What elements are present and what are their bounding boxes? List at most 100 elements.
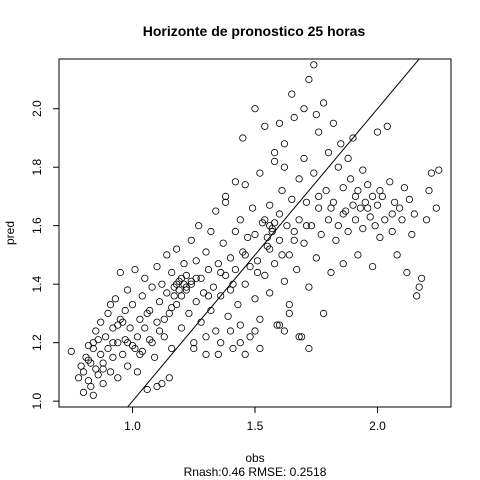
data-point — [275, 119, 284, 127]
data-point — [226, 327, 235, 335]
data-point — [109, 339, 117, 347]
data-point — [146, 336, 154, 344]
data-point — [270, 260, 279, 268]
data-point — [349, 201, 357, 209]
data-point — [413, 292, 421, 300]
data-point — [231, 227, 239, 236]
data-point — [266, 245, 274, 253]
data-point — [256, 344, 264, 353]
data-point — [278, 187, 286, 195]
data-point — [295, 216, 303, 224]
data-point — [241, 350, 249, 358]
data-point — [312, 254, 320, 262]
data-point — [163, 251, 171, 259]
data-point — [268, 227, 276, 236]
data-point — [256, 169, 264, 177]
data-point — [190, 339, 198, 347]
data-point — [415, 283, 423, 291]
data-point — [295, 175, 303, 183]
data-point — [310, 169, 318, 177]
data-point — [192, 257, 200, 265]
data-point — [280, 140, 288, 148]
data-point — [390, 198, 399, 206]
data-point — [288, 195, 296, 203]
data-point — [246, 262, 254, 271]
data-point — [182, 271, 190, 279]
data-point — [168, 268, 176, 277]
data-point — [121, 306, 129, 315]
data-point — [97, 350, 105, 358]
data-point — [160, 333, 168, 341]
data-point — [114, 321, 122, 329]
data-point — [339, 210, 347, 218]
data-point — [270, 149, 279, 157]
data-point — [204, 292, 213, 300]
data-point — [359, 166, 367, 174]
data-point — [138, 292, 146, 300]
data-point — [197, 274, 205, 282]
data-point — [425, 187, 433, 195]
data-point — [212, 207, 220, 215]
data-point — [190, 344, 198, 353]
data-point — [104, 309, 112, 317]
data-point — [106, 300, 115, 309]
data-point — [175, 286, 183, 294]
data-point — [435, 166, 443, 174]
data-point — [111, 295, 120, 303]
data-point — [319, 99, 328, 107]
data-point — [290, 227, 298, 236]
data-point — [339, 260, 347, 268]
data-point — [116, 268, 124, 277]
data-point — [204, 265, 213, 274]
data-point — [251, 295, 259, 303]
data-point — [173, 245, 181, 253]
data-point — [222, 271, 230, 279]
data-point — [99, 365, 107, 373]
data-point — [114, 339, 122, 347]
x-tick-label: 1.5 — [247, 419, 264, 433]
data-point — [99, 379, 107, 388]
data-point — [160, 315, 168, 323]
data-point — [300, 239, 308, 247]
data-point — [226, 286, 235, 294]
data-point — [187, 236, 195, 244]
data-point — [143, 309, 151, 317]
data-point — [324, 149, 333, 157]
y-tick-label: 1.8 — [30, 159, 44, 176]
data-point — [143, 385, 151, 394]
data-point — [224, 312, 232, 320]
data-point — [334, 163, 342, 171]
data-point — [141, 324, 149, 332]
data-point — [381, 216, 389, 224]
data-point — [253, 257, 262, 265]
data-point — [346, 175, 355, 183]
data-point — [359, 225, 367, 233]
data-point — [339, 184, 347, 192]
data-point — [67, 347, 75, 355]
data-point — [119, 350, 127, 358]
y-axis: 1.0 1.2 1.4 1.6 1.8 2.0 — [30, 100, 60, 409]
data-point — [393, 251, 401, 259]
data-point — [351, 192, 360, 200]
data-point — [378, 192, 386, 200]
data-point — [131, 344, 139, 353]
data-point — [155, 327, 164, 335]
data-point — [84, 356, 93, 364]
data-point — [133, 368, 141, 376]
data-point — [251, 327, 259, 335]
data-point — [79, 368, 88, 376]
data-point — [270, 219, 279, 227]
data-point — [236, 216, 244, 224]
data-point — [207, 306, 215, 315]
data-point — [305, 283, 313, 291]
data-point — [177, 274, 186, 282]
plot-frame — [58, 58, 452, 408]
data-point — [133, 333, 141, 341]
data-point — [280, 277, 288, 285]
data-point — [356, 204, 364, 212]
data-point — [163, 289, 171, 297]
data-point — [275, 236, 284, 244]
data-point — [239, 134, 247, 142]
data-point — [244, 233, 252, 241]
data-point — [104, 344, 112, 353]
